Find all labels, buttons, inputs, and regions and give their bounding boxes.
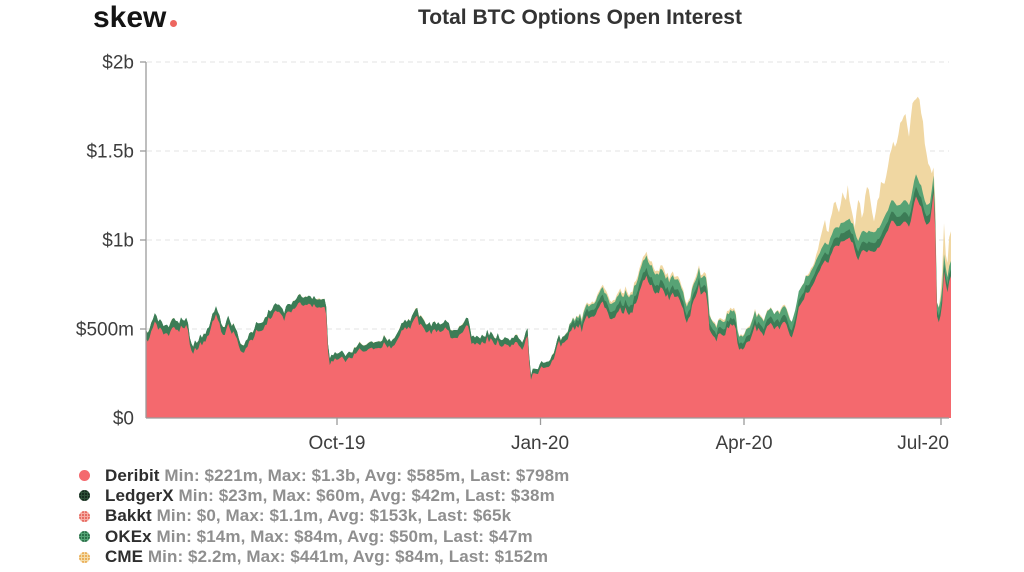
svg-text:$2b: $2b	[102, 53, 134, 74]
svg-text:Jan-20: Jan-20	[511, 433, 569, 454]
svg-text:$1.5b: $1.5b	[86, 142, 134, 163]
svg-text:Jul-20: Jul-20	[897, 433, 949, 454]
svg-text:Apr-20: Apr-20	[715, 433, 772, 454]
svg-text:Oct-19: Oct-19	[308, 433, 365, 454]
svg-text:$0: $0	[113, 409, 134, 430]
svg-text:$500m: $500m	[76, 320, 134, 341]
svg-text:$1b: $1b	[102, 231, 134, 252]
